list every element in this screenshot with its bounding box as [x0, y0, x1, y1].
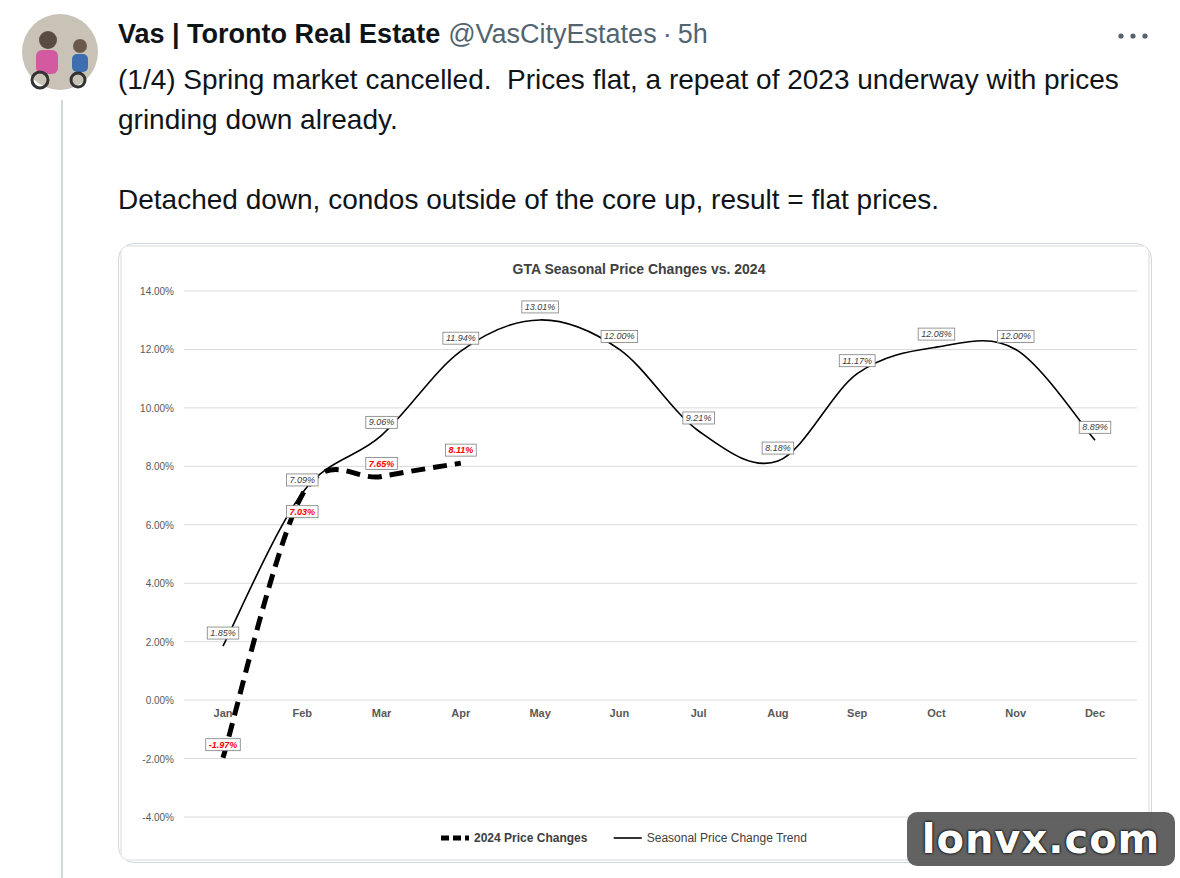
svg-text:8.89%: 8.89% — [1082, 422, 1108, 432]
grid-line — [184, 641, 1137, 642]
svg-text:-1.97%: -1.97% — [209, 740, 238, 750]
x-tick-label: Apr — [451, 707, 471, 719]
chart-frame — [121, 246, 1149, 860]
svg-text:9.06%: 9.06% — [369, 417, 395, 427]
data-label: 9.21% — [683, 412, 715, 424]
tweet-text: (1/4) Spring market cancelled. Prices fl… — [118, 60, 1158, 220]
separator: · — [663, 19, 672, 49]
y-tick-label: 10.00% — [140, 403, 174, 414]
grid-line — [184, 407, 1137, 408]
svg-text:8.18%: 8.18% — [765, 443, 791, 453]
chart: GTA Seasonal Price Changes vs. 2024 -4.00… — [119, 244, 1151, 862]
y-tick-label: 14.00% — [140, 286, 174, 297]
plot-lines — [223, 320, 1095, 758]
svg-text:12.00%: 12.00% — [604, 331, 635, 341]
series-line — [223, 320, 1095, 646]
x-tick-label: Oct — [927, 707, 946, 719]
svg-text:8.11%: 8.11% — [448, 445, 473, 455]
x-tick-label: Mar — [372, 707, 392, 719]
data-label: 12.00% — [601, 330, 638, 342]
y-tick-label: 2.00% — [146, 637, 174, 648]
data-label: 7.65% — [366, 458, 398, 470]
svg-text:13.01%: 13.01% — [525, 302, 556, 312]
svg-text:11.94%: 11.94% — [446, 333, 476, 343]
x-tick-label: Sep — [847, 707, 867, 719]
data-label: 13.01% — [522, 301, 559, 313]
avatar[interactable] — [22, 14, 98, 90]
grid-line — [184, 524, 1137, 525]
data-label: 1.85% — [207, 627, 239, 639]
x-tick-label: Dec — [1085, 707, 1105, 719]
y-tick-label: -2.00% — [142, 754, 174, 765]
y-tick-label: 4.00% — [146, 578, 174, 589]
legend-label: Seasonal Price Change Trend — [647, 831, 807, 845]
data-label: 11.94% — [443, 332, 479, 344]
y-tick-label: 8.00% — [146, 461, 174, 472]
series-line — [223, 463, 461, 758]
watermark: lonvx.com — [907, 812, 1175, 866]
data-label: 8.18% — [762, 442, 794, 454]
grid-line — [184, 291, 1137, 292]
legend-swatch — [441, 836, 469, 841]
y-tick-label: 6.00% — [146, 520, 174, 531]
chart-image: GTA Seasonal Price Changes vs. 2024 -4.00… — [118, 243, 1152, 863]
tweet-header: Vas | Toronto Real Estate @VasCityEstates… — [118, 17, 708, 51]
handle[interactable]: @VasCityEstates — [448, 19, 656, 49]
x-tick-label: Jul — [691, 707, 707, 719]
y-tick-label: 12.00% — [140, 344, 174, 355]
grid-line — [184, 758, 1137, 759]
x-tick-label: Nov — [1005, 707, 1027, 719]
svg-text:7.03%: 7.03% — [290, 507, 316, 517]
grid-line — [184, 700, 1137, 701]
svg-text:1.85%: 1.85% — [210, 628, 236, 638]
more-menu[interactable] — [1118, 33, 1147, 38]
data-label: 11.17% — [839, 355, 875, 367]
svg-text:11.17%: 11.17% — [842, 356, 872, 366]
grid-line — [184, 349, 1137, 350]
grid-line — [184, 583, 1137, 584]
svg-text:7.09%: 7.09% — [290, 475, 316, 485]
author[interactable]: Vas | Toronto Real Estate — [118, 19, 440, 49]
paragraph: (1/4) Spring market cancelled. Prices fl… — [118, 60, 1158, 140]
legend-swatch — [614, 837, 642, 839]
svg-text:12.00%: 12.00% — [1000, 331, 1031, 341]
time[interactable]: 5h — [678, 19, 708, 49]
data-label: 12.08% — [918, 328, 955, 340]
svg-text:12.08%: 12.08% — [921, 329, 952, 339]
x-tick-label: Jun — [610, 707, 630, 719]
data-label: 8.89% — [1079, 421, 1111, 433]
legend: 2024 Price Changes Seasonal Price Change … — [441, 831, 807, 845]
data-label: -1.97% — [206, 739, 241, 751]
x-tick-label: Feb — [292, 707, 312, 719]
grid-line — [184, 466, 1137, 467]
svg-text:9.21%: 9.21% — [686, 413, 712, 423]
thread-line — [61, 100, 63, 878]
data-label: 7.09% — [287, 474, 319, 486]
data-label: 7.03% — [287, 506, 319, 518]
x-tick-label: May — [529, 707, 551, 719]
data-label: 8.11% — [445, 444, 476, 456]
svg-text:7.65%: 7.65% — [369, 459, 395, 469]
chart-title: GTA Seasonal Price Changes vs. 2024 — [513, 261, 766, 277]
legend-label: 2024 Price Changes — [474, 831, 588, 845]
paragraph: Detached down, condos outside of the cor… — [118, 180, 1158, 220]
y-tick-label: 0.00% — [146, 695, 174, 706]
data-labels: 1.85% 7.09% 9.06% 11.94% 13.01% 12.00% 9.21% 8.… — [206, 301, 1111, 751]
x-tick-label: Jan — [214, 707, 233, 719]
data-label: 12.00% — [997, 330, 1034, 342]
data-label: 9.06% — [366, 416, 398, 428]
y-tick-label: -4.00% — [142, 812, 174, 823]
x-tick-label: Aug — [767, 707, 788, 719]
